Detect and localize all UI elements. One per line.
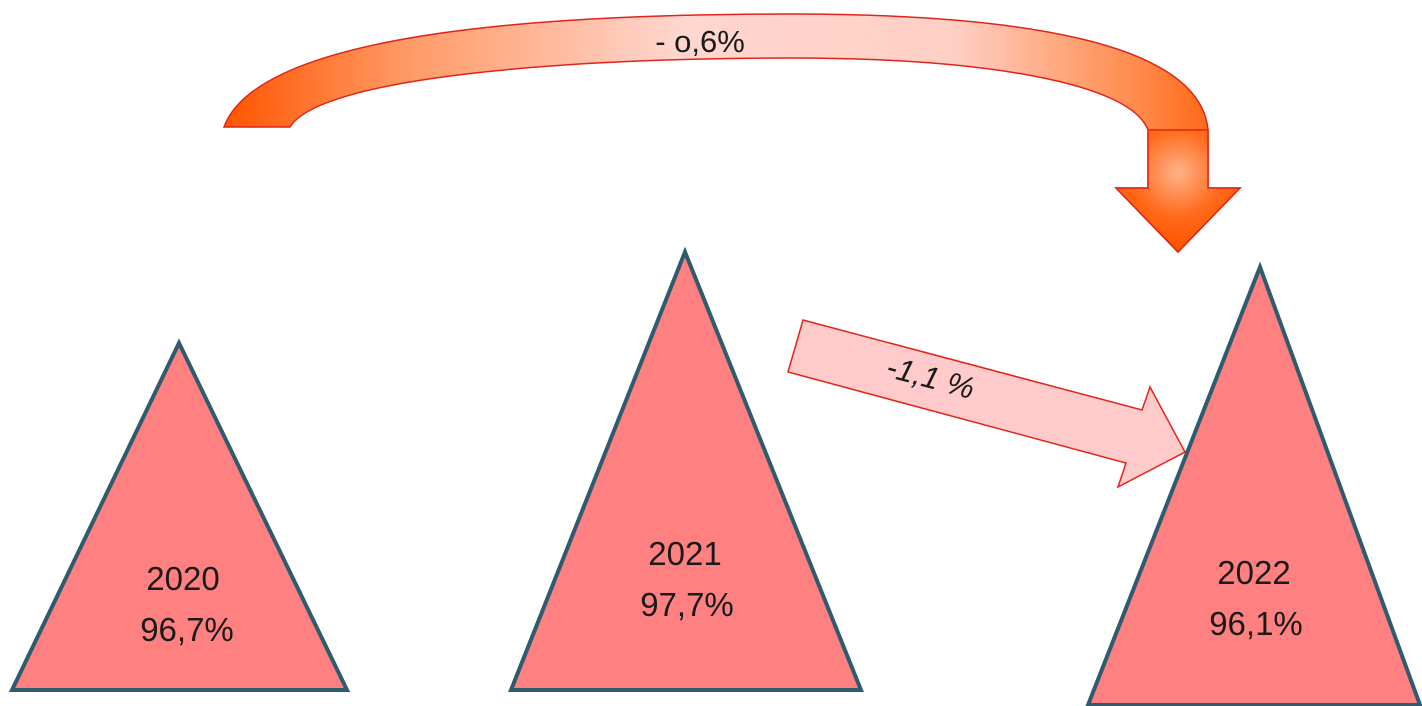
triangle-2020-value: 96,7% xyxy=(140,611,234,648)
triangle-2020-shape xyxy=(8,338,351,692)
straight-arrow-body xyxy=(787,319,1187,489)
straight-arrow-2021-to-2022: -1,1 % xyxy=(787,319,1187,489)
triangle-2021-value: 97,7% xyxy=(640,586,734,623)
triangle-2022-shape xyxy=(1085,261,1422,706)
triangle-2021: 2021 97,7% xyxy=(508,246,864,692)
triangle-2022-year: 2022 xyxy=(1217,554,1290,591)
curved-arrow-head-highlight xyxy=(1114,129,1242,254)
triangle-2022: 2022 96,1% xyxy=(1085,261,1422,706)
triangle-2021-year: 2021 xyxy=(648,535,721,572)
curved-arrow-2020-to-2022: - o,6% xyxy=(222,13,1242,254)
triangle-2020-year: 2020 xyxy=(146,560,219,597)
triangle-2022-value: 96,1% xyxy=(1209,605,1303,642)
triangle-2021-shape xyxy=(508,246,864,692)
triangle-2020: 2020 96,7% xyxy=(8,338,351,692)
curved-arrow-label: - o,6% xyxy=(655,24,745,59)
